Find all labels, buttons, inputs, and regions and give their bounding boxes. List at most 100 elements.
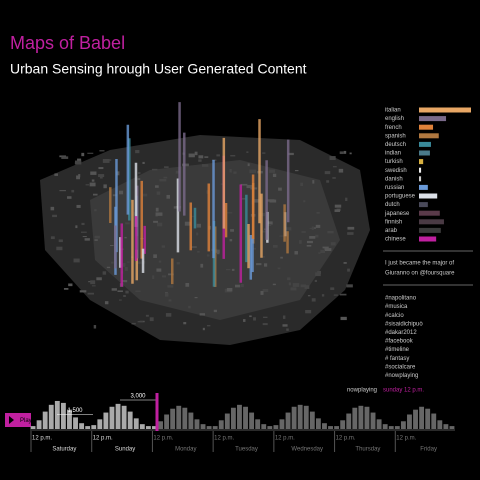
hashtag: #nowplaying [385,373,418,379]
map-block [75,225,78,229]
play-label[interactable]: Play [20,418,32,424]
map-block [315,224,321,228]
map-block [118,190,124,195]
hashtag: #musica [385,304,408,310]
map-block [131,322,136,325]
timeline-bar [54,400,60,429]
timeline-bar [115,403,121,429]
timeline-bar [315,418,321,429]
timeline-bar [164,414,170,429]
map-block [136,261,142,264]
map-block [299,240,302,244]
timeline-bar [206,426,212,429]
language-bar [419,202,428,208]
map-block [149,317,154,322]
map-block [123,294,126,298]
timeline-bar [243,406,248,429]
map-block [104,159,112,161]
map-block [116,171,120,176]
map-block [249,315,252,318]
map-block [156,268,162,272]
map-block [201,164,209,167]
timeline-bar [449,426,455,429]
map-block [334,209,341,212]
map-block [151,168,158,171]
map-block [188,305,191,309]
timeline-bar [352,407,358,429]
timeline-bar [133,418,139,429]
map-block [347,268,350,272]
timeline-bar [48,404,54,429]
language-name: english [385,116,404,122]
hashtag: #facebook [385,339,414,345]
timeline-bar [224,413,230,429]
map-block [161,245,166,248]
map-block [82,236,87,238]
map-block [184,221,191,226]
language-name: dutch [385,202,400,208]
hashtag: #timeline [385,347,410,353]
map-block [50,236,55,240]
map-block [287,277,291,281]
map-block [306,244,312,247]
timeline-bar [67,409,72,429]
map-block [145,314,149,317]
map-block [220,183,224,185]
map-block [198,155,204,159]
hashtag: # fantasy [385,356,409,362]
map-block [230,155,236,157]
map-block [240,183,248,186]
timeline-bar [42,411,48,429]
map-block [159,178,167,182]
timeline-bar [267,426,273,429]
hashtag: #calcio [385,313,404,319]
time-label: 12 p.m. [214,436,234,442]
map-block [343,262,347,264]
map-block [94,235,100,239]
map-block [262,152,266,154]
map-block [263,316,268,319]
timeline-bar [30,426,36,429]
map-block [326,180,330,183]
map-block [196,223,201,228]
map-block [268,224,272,227]
day-label: Monday [175,447,196,453]
map-block [94,209,97,212]
map-block [280,256,283,259]
map-block [110,244,114,247]
map-block [56,246,63,251]
map-block [230,229,235,232]
map-block [194,296,198,299]
timeline-bar [109,406,115,429]
map-block [71,189,75,193]
map-block [334,204,342,208]
map-block [87,152,94,154]
map-block [166,194,170,199]
timeline-bar [370,412,376,429]
language-name: swedish [385,168,407,174]
map-block [96,277,102,281]
nowplaying-value: sunday 12 p.m. [383,388,424,394]
map-block [234,284,241,288]
timeline-bar [334,426,340,429]
map-block [262,323,268,326]
map-block [93,325,97,329]
map-block [332,177,336,179]
timeline-bar [388,426,394,429]
timeline-bar [291,406,297,429]
timeline-bar [431,413,437,429]
map-block [313,227,316,229]
map-block [279,235,284,237]
map-block [202,327,205,331]
timeline-bar [419,406,425,429]
map-block [124,266,128,271]
timeline-bar [340,420,346,429]
timeline-bar [176,405,182,429]
map-block [262,255,265,258]
play-button[interactable] [5,413,31,427]
map-block [106,266,111,269]
map-block [243,319,246,322]
map-block [206,325,211,327]
language-bar [419,116,447,122]
